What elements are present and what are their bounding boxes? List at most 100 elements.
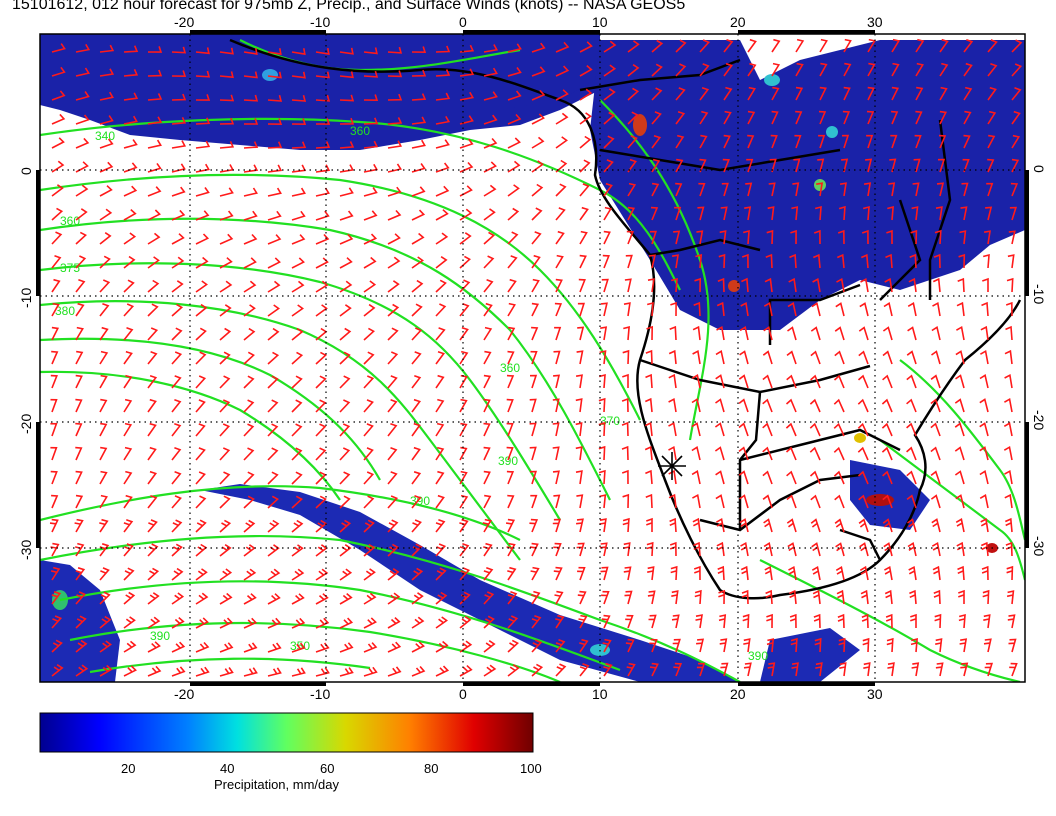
wind-barb: [601, 590, 610, 605]
wind-barb: [219, 495, 231, 509]
wind-barb: [99, 543, 110, 557]
wind-barb: [552, 446, 560, 461]
wind-barb: [790, 229, 797, 245]
wind-barb: [555, 614, 565, 629]
wind-barb: [267, 642, 282, 653]
wind-barb: [51, 302, 60, 317]
wind-barb: [75, 208, 88, 221]
wind-barb: [834, 326, 845, 341]
colorbar-title: Precipitation, mm/day: [214, 777, 339, 792]
wind-barb: [483, 255, 495, 269]
wind-barb: [195, 117, 211, 125]
wind-barb: [171, 519, 183, 533]
wind-barb: [99, 208, 113, 221]
wind-barb: [810, 350, 821, 365]
contour-label: 360: [60, 214, 80, 228]
wind-barb: [50, 566, 61, 581]
wind-barb: [862, 205, 870, 221]
wind-barb: [147, 495, 158, 509]
wind-barb: [530, 590, 541, 605]
wind-barb: [793, 158, 801, 173]
wind-barb: [770, 134, 778, 149]
wind-barb: [483, 279, 494, 293]
wind-barb: [363, 471, 375, 485]
wind-barb: [529, 374, 538, 389]
wind-barb: [624, 278, 632, 293]
wind-barb: [387, 186, 402, 197]
wind-barb: [387, 375, 398, 389]
wind-barb: [602, 638, 612, 653]
wind-barb: [363, 495, 375, 509]
wind-barb: [529, 470, 537, 485]
wind-barb: [907, 326, 917, 341]
wind-barb: [411, 567, 424, 581]
wind-barb: [507, 326, 516, 341]
wind-barb: [766, 638, 775, 653]
lat-tick-label: -20: [1031, 410, 1047, 430]
wind-barb: [857, 446, 869, 461]
wind-barb: [75, 302, 85, 317]
wind-barb: [51, 639, 63, 653]
wind-barb: [483, 398, 491, 413]
wind-barb: [843, 38, 852, 53]
wind-barb: [601, 614, 611, 629]
wind-barb: [935, 662, 944, 677]
wind-barb: [983, 614, 991, 629]
wind-barb: [762, 494, 773, 509]
wind-barb: [363, 592, 377, 605]
wind-barb: [387, 519, 399, 533]
wind-barb: [691, 422, 701, 437]
wind-barb: [881, 398, 893, 413]
wind-barb: [219, 568, 233, 581]
wind-barb: [411, 519, 422, 533]
wind-barb: [939, 38, 949, 53]
lat-ticks-right: 0 -10 -20 -30: [1031, 165, 1047, 556]
wind-barb: [243, 141, 259, 149]
country-border: [839, 528, 882, 561]
frame-bar: [190, 682, 326, 686]
wind-barb: [839, 662, 847, 677]
wind-barb: [930, 422, 941, 437]
wind-barb: [651, 87, 663, 101]
wind-barb: [411, 163, 426, 173]
wind-barb: [171, 140, 187, 149]
wind-barb: [669, 517, 677, 533]
frame-bar: [1025, 422, 1029, 548]
wind-barb: [833, 374, 845, 389]
wind-barb: [315, 471, 327, 485]
wind-barb: [963, 110, 972, 125]
wind-barb: [720, 206, 728, 221]
wind-barb: [647, 590, 656, 605]
wind-barb: [531, 136, 545, 149]
wind-barb: [99, 567, 110, 581]
wind-barb: [219, 667, 234, 677]
wind-barb: [884, 589, 893, 605]
wind-barb: [387, 641, 402, 653]
wind-barb: [339, 495, 351, 509]
wind-barb: [291, 234, 306, 245]
wind-barb: [931, 518, 941, 533]
wind-barb: [339, 187, 354, 197]
wind-barb: [598, 445, 606, 461]
wind-barb: [698, 182, 706, 197]
wind-barb: [627, 64, 640, 77]
wind-barb: [291, 617, 306, 629]
wind-barb: [886, 229, 893, 244]
wind-barb: [483, 567, 494, 581]
wind-barb: [339, 375, 351, 389]
wind-barb: [507, 255, 518, 269]
wind-barb: [363, 399, 374, 413]
contour-line: [40, 262, 561, 521]
wind-barb: [99, 326, 109, 341]
wind-barb: [387, 471, 398, 485]
lon-ticks-top: -20 -10 0 10 20 30: [174, 14, 883, 30]
wind-barb: [529, 446, 537, 461]
wind-barb: [243, 471, 255, 485]
colorbar-tick-label: 80: [424, 761, 438, 776]
precip-spot: [826, 126, 838, 138]
wind-barb: [668, 469, 677, 485]
wind-barb: [99, 350, 109, 365]
wind-barb: [552, 398, 560, 413]
wind-barb: [387, 327, 399, 341]
wind-barb: [435, 446, 445, 461]
